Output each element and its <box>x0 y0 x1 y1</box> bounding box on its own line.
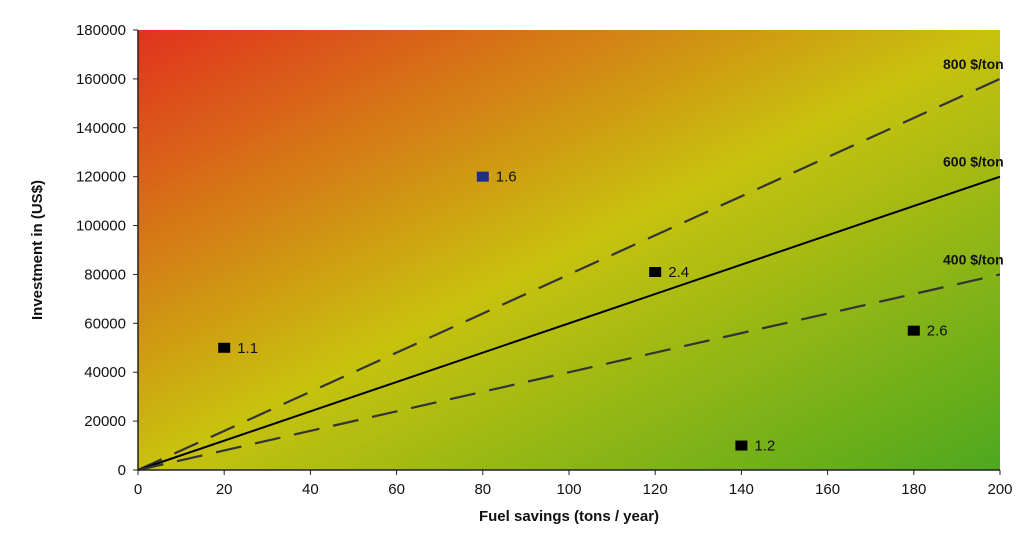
data-point-label: 1.2 <box>754 438 775 455</box>
x-tick-label: 120 <box>643 481 668 498</box>
y-tick-label: 80000 <box>84 266 126 283</box>
reference-line-label: 800 $/ton <box>943 56 1004 72</box>
line-labels: 800 $/ton 600 $/ton 400 $/ton <box>943 56 1004 268</box>
plot-background <box>138 30 1000 470</box>
data-points: 1.1 1.6 2.4 1.2 2.6 <box>218 169 948 455</box>
x-tick-label: 180 <box>901 481 926 498</box>
y-tick-label: 160000 <box>76 71 126 88</box>
tick-labels: 0 20 40 60 80 100 120 140 160 180 200 0 20000 40000 60… <box>76 22 1013 498</box>
data-point <box>218 342 231 353</box>
y-tick-label: 60000 <box>84 315 126 332</box>
x-tick-label: 200 <box>987 481 1012 498</box>
data-point-label: 2.4 <box>668 264 689 281</box>
reference-line-400 <box>137 273 1001 472</box>
reference-lines <box>137 77 1001 472</box>
data-point <box>907 325 920 336</box>
x-tick-label: 160 <box>815 481 840 498</box>
x-tick-label: 80 <box>474 481 491 498</box>
x-tick-label: 60 <box>388 481 405 498</box>
x-tick-label: 100 <box>556 481 581 498</box>
data-point <box>649 267 662 277</box>
x-axis-title: Fuel savings (tons / year) <box>479 508 659 525</box>
reference-line-600 <box>137 175 1001 471</box>
x-tick-label: 40 <box>302 481 319 498</box>
y-tick-label: 0 <box>118 462 126 479</box>
data-point-label: 1.6 <box>496 169 517 186</box>
data-point-label: 1.1 <box>237 340 258 357</box>
y-tick-label: 40000 <box>84 364 126 381</box>
reference-line-label: 400 $/ton <box>943 251 1004 267</box>
y-tick-label: 180000 <box>76 22 126 39</box>
data-point <box>735 440 748 451</box>
y-tick-label: 120000 <box>76 169 126 186</box>
data-point <box>476 171 489 182</box>
y-tick-label: 20000 <box>84 413 126 430</box>
x-tick-label: 140 <box>729 481 754 498</box>
y-tick-label: 100000 <box>76 218 126 235</box>
data-point-label: 2.6 <box>927 323 948 340</box>
x-tick-label: 0 <box>134 481 142 498</box>
x-tick-label: 20 <box>216 481 233 498</box>
reference-line-label: 600 $/ton <box>943 154 1004 170</box>
y-tick-label: 140000 <box>76 120 126 137</box>
y-axis-title: Investment in (US$) <box>29 180 46 320</box>
